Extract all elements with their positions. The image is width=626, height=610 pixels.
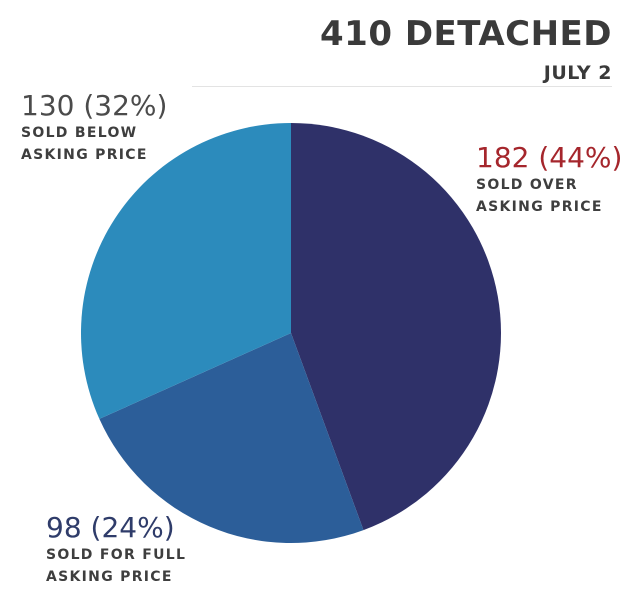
pie-slice-sold-below bbox=[80, 123, 291, 419]
slice-value-sold-below: 130 (32%) bbox=[21, 89, 168, 122]
slice-label-sold-over: 182 (44%) SOLD OVER ASKING PRICE bbox=[476, 142, 626, 218]
slice-label-sold-full: 98 (24%) SOLD FOR FULL ASKING PRICE bbox=[46, 512, 206, 588]
pie-slice-sold-full bbox=[99, 333, 364, 543]
slice-value-sold-over: 182 (44%) bbox=[476, 141, 623, 174]
slice-desc-sold-full: SOLD FOR FULL ASKING PRICE bbox=[46, 547, 187, 585]
slice-label-sold-below: 130 (32%) SOLD BELOW ASKING PRICE bbox=[21, 90, 181, 166]
slice-value-sold-full: 98 (24%) bbox=[46, 511, 175, 544]
slice-desc-sold-over: SOLD OVER ASKING PRICE bbox=[476, 177, 603, 215]
chart-subtitle: JULY 2 bbox=[543, 62, 612, 84]
title-divider bbox=[192, 86, 612, 87]
slice-desc-sold-below: SOLD BELOW ASKING PRICE bbox=[21, 125, 148, 163]
pie-slice-sold-over bbox=[291, 123, 502, 531]
chart-title: 410 DETACHED bbox=[320, 14, 612, 54]
